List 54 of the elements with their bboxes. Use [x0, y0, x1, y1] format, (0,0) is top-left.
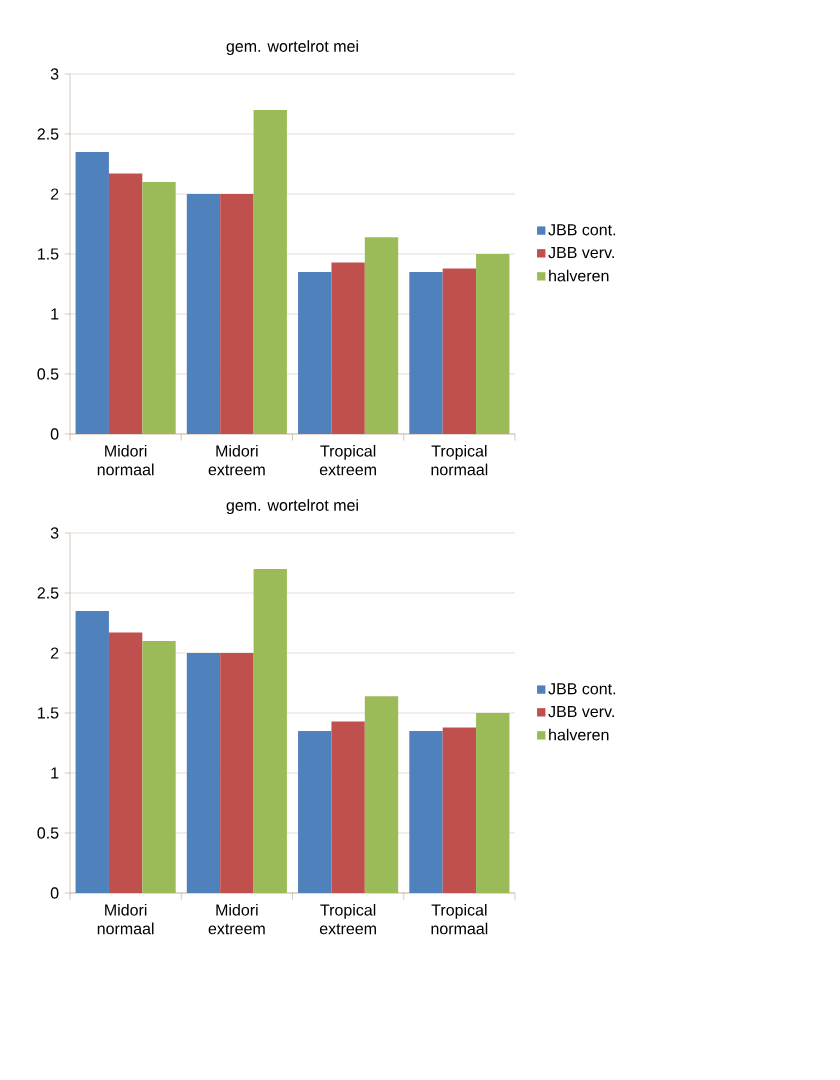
y-tick-label: 2 [50, 647, 59, 659]
bar [142, 640, 176, 893]
bar [331, 262, 365, 434]
legend-label: JBB verv. [548, 706, 614, 718]
x-tick-label: Midori extreem [208, 903, 265, 935]
bar [108, 173, 143, 434]
legend-label: JBB cont. [548, 683, 616, 695]
bar [298, 271, 332, 434]
y-tick-label: 3 [50, 68, 59, 80]
y-tick-label: 0.5 [37, 368, 59, 380]
y-tick-label: 1 [51, 767, 59, 779]
legend-label: halveren [549, 269, 609, 282]
bar [220, 193, 254, 434]
x-tick-label: Tropical extreem [319, 903, 376, 935]
bar [476, 712, 510, 893]
bar [409, 271, 443, 434]
bar [476, 253, 510, 434]
y-tick-label: 2.5 [37, 587, 59, 599]
chart-title: gem. wortelrot mei [226, 499, 358, 515]
bar [442, 727, 477, 893]
legend-label: JBB cont. [548, 224, 616, 236]
y-tick-label: 0 [50, 887, 59, 899]
bar [331, 721, 365, 893]
y-tick-label: 1.5 [38, 248, 59, 260]
bar [142, 181, 176, 434]
bar [364, 696, 399, 893]
y-tick-label: 1.5 [38, 707, 59, 719]
y-tick-label: 0 [50, 428, 59, 440]
bar [298, 730, 332, 893]
bar [75, 151, 109, 434]
bar [364, 237, 399, 434]
legend-label: JBB verv. [548, 247, 614, 259]
x-tick-label: Midori normaal [97, 903, 154, 935]
y-tick-label: 0.5 [37, 827, 59, 839]
bar [75, 610, 109, 893]
bar [186, 193, 221, 434]
x-tick-label: Tropical normaal [431, 903, 488, 935]
bar [186, 652, 221, 893]
y-tick-label: 3 [50, 527, 59, 539]
y-tick-label: 2.5 [37, 128, 59, 140]
x-tick-label: Midori normaal [97, 444, 154, 476]
chart-title: gem. wortelrot mei [226, 40, 358, 56]
bar [220, 652, 254, 893]
y-tick-label: 1 [51, 308, 59, 320]
bar [253, 568, 287, 893]
x-tick-label: Midori extreem [208, 444, 265, 476]
x-tick-label: Tropical normaal [431, 444, 488, 476]
bar [409, 730, 443, 893]
bar [442, 268, 477, 434]
y-tick-label: 2 [50, 188, 59, 200]
bar [253, 109, 287, 434]
bar [108, 632, 143, 893]
x-tick-label: Tropical extreem [319, 444, 376, 476]
legend-label: halveren [549, 728, 609, 741]
